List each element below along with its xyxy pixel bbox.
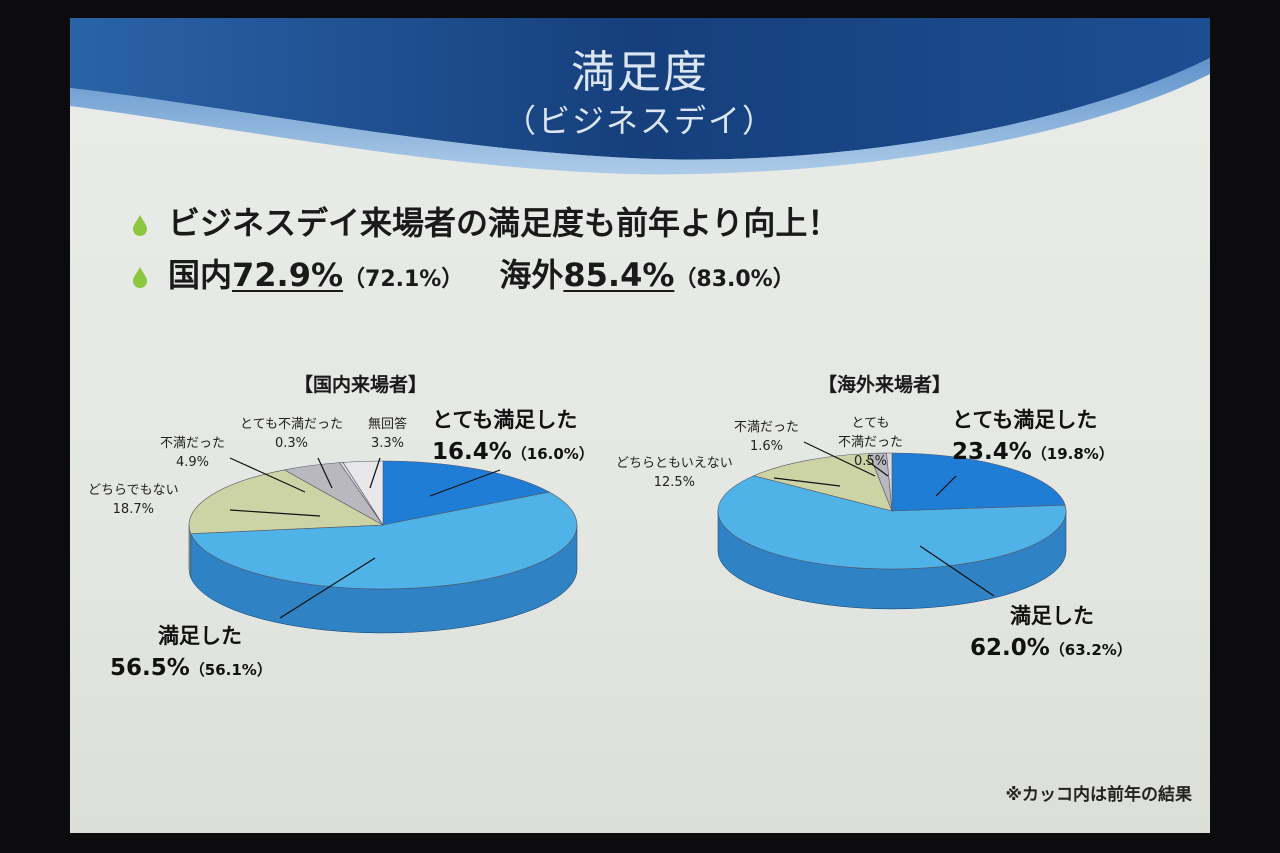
domestic-neutral-value: 18.7%	[112, 502, 154, 517]
overseas-very-dissatisfied-line1: とても	[851, 416, 890, 431]
domestic-very-dissatisfied-value: 0.3%	[274, 436, 308, 451]
domestic-very-satisfied-leader	[429, 469, 501, 497]
overseas-very-dissatisfied-leader	[865, 459, 889, 477]
domestic-satisfied-leader	[279, 557, 376, 619]
domestic-very-satisfied-value: 16.4%	[432, 439, 512, 465]
overseas-satisfied-label: 満足した 62.0%（63.2%）	[970, 600, 1132, 666]
overseas-satisfied-slice	[717, 475, 1067, 570]
domestic-very-dissatisfied-name: とても不満だった	[240, 417, 343, 432]
overseas-label: 海外	[499, 256, 564, 294]
overseas-very-dissatisfied-line2: 不満だった	[838, 435, 904, 450]
domestic-no-answer-label: 無回答 3.3%	[368, 415, 407, 453]
domestic-satisfied-slice	[190, 491, 578, 590]
domestic-satisfied-name: 満足した	[158, 624, 242, 648]
domestic-very-satisfied-label: とても満足した 16.4%（16.0%）	[432, 404, 594, 470]
overseas-very-satisfied-prev: （19.8%）	[1031, 445, 1114, 463]
domestic-dissatisfied-label: 不満だった 4.9%	[160, 434, 225, 472]
bullet-line-1-text: ビジネスデイ来場者の満足度も前年より向上！	[168, 204, 840, 242]
overseas-neutral-name: どちらともいえない	[616, 456, 733, 471]
overseas-satisfied-leader	[919, 545, 995, 597]
overseas-dissatisfied-leader	[803, 441, 876, 477]
overseas-very-satisfied-name: とても満足した	[952, 408, 1098, 432]
slide-title: 満足度	[571, 47, 709, 98]
overseas-satisfied-value: 62.0%	[970, 635, 1050, 661]
overseas-very-dissatisfied-label: とても 不満だった 0.5%	[838, 414, 903, 471]
footnote: ※カッコ内は前年の結果	[1005, 785, 1192, 805]
domestic-prev: （72.1%）	[343, 267, 464, 292]
overseas-dissatisfied-label: 不満だった 1.6%	[734, 418, 799, 456]
overseas-satisfied-name: 満足した	[1010, 604, 1094, 628]
domestic-very-satisfied-name: とても満足した	[432, 408, 578, 432]
domestic-dissatisfied-value: 4.9%	[175, 455, 210, 470]
overseas-neutral-leader	[773, 477, 841, 487]
domestic-neutral-leader	[229, 509, 321, 517]
bullet-line-1: ビジネスデイ来場者の満足度も前年より向上！	[130, 198, 839, 244]
header-band	[70, 18, 1210, 175]
drop-bullet-icon	[133, 267, 147, 288]
chart-title-domestic: 【国内来場者】	[294, 374, 428, 396]
domestic-neutral-label: どちらでもない 18.7%	[88, 481, 179, 519]
overseas-neutral-value: 12.5%	[653, 475, 696, 490]
slide-subtitle: （ビジネスデイ）	[503, 102, 776, 140]
domestic-satisfied-label: 満足した 56.5%（56.1%）	[110, 620, 272, 686]
domestic-no-answer-slice	[342, 460, 384, 527]
domestic-value: 72.9%	[232, 256, 344, 294]
domestic-very-satisfied-prev: （16.0%）	[511, 445, 594, 463]
slide: 満足度 （ビジネスデイ） ビジネスデイ来場者の満足度も前年より向上！ 国内72.…	[70, 18, 1210, 833]
overseas-very-dissatisfied-value: 0.5%	[853, 454, 888, 469]
overseas-value: 85.4%	[563, 256, 675, 294]
chart-title-overseas: 【海外来場者】	[818, 374, 952, 396]
overseas-very-satisfied-leader	[935, 475, 957, 497]
overseas-dissatisfied-name: 不満だった	[734, 420, 800, 435]
overseas-very-satisfied-value: 23.4%	[952, 439, 1032, 465]
overseas-neutral-label: どちらともいえない 12.5%	[616, 454, 733, 492]
overseas-very-satisfied-label: とても満足した 23.4%（19.8%）	[952, 404, 1114, 470]
overseas-very-satisfied-slice	[891, 452, 1066, 512]
domestic-dissatisfied-name: 不満だった	[160, 436, 226, 451]
domestic-label: 国内	[168, 256, 233, 294]
domestic-no-answer-leader	[369, 457, 381, 489]
domestic-no-answer-value: 3.3%	[370, 436, 405, 451]
domestic-satisfied-value: 56.5%	[110, 655, 190, 681]
domestic-dissatisfied-leader	[229, 457, 306, 493]
domestic-very-satisfied-slice	[382, 460, 551, 526]
domestic-no-answer-name: 無回答	[368, 417, 408, 432]
overseas-dissatisfied-value: 1.6%	[749, 439, 784, 454]
domestic-satisfied-prev: （56.1%）	[189, 661, 272, 679]
domestic-neutral-name: どちらでもない	[88, 483, 179, 498]
overseas-satisfied-prev: （63.2%）	[1049, 641, 1132, 659]
pie-charts	[188, 441, 1067, 634]
overseas-prev: （83.0%）	[674, 267, 795, 292]
bullet-line-2: 国内72.9%（72.1%） 海外85.4%（83.0%）	[130, 250, 795, 296]
drop-bullet-icon	[133, 215, 147, 236]
domestic-very-dissatisfied-leader	[317, 457, 333, 489]
domestic-very-dissatisfied-label: とても不満だった 0.3%	[240, 415, 343, 453]
overseas-very-dissatisfied-slice	[886, 452, 893, 512]
